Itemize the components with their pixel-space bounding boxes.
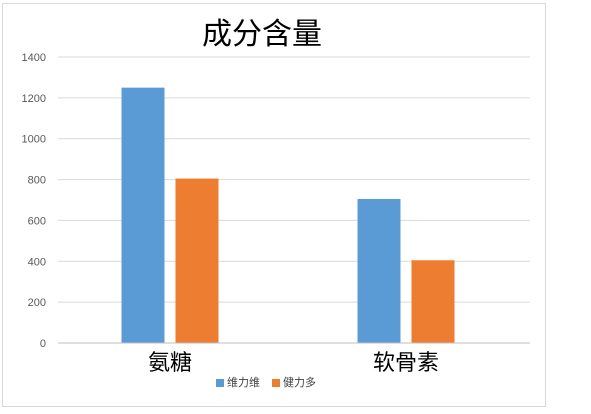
x-category-label: 氨糖 xyxy=(148,351,192,376)
y-axis-ticks: 0 200 400 600 800 1000 1200 1400 xyxy=(22,52,46,350)
bar-0-1 xyxy=(175,178,219,343)
y-tick-label: 0 xyxy=(40,338,46,350)
bar-0-0 xyxy=(121,87,165,344)
bar-1-0 xyxy=(357,198,401,343)
y-tick-label: 400 xyxy=(28,256,46,268)
bar-1-1 xyxy=(411,260,455,343)
bars xyxy=(121,87,455,344)
legend-label: 维力维 xyxy=(227,376,260,389)
y-tick-label: 600 xyxy=(28,215,46,227)
x-axis-categories: 氨糖 软骨素 xyxy=(148,351,439,376)
legend-swatch xyxy=(216,379,224,387)
y-tick-label: 1400 xyxy=(22,52,46,64)
legend-swatch xyxy=(272,379,280,387)
chart-title: 成分含量 xyxy=(202,17,322,52)
legend: 维力维 健力多 xyxy=(216,375,316,389)
y-tick-label: 200 xyxy=(28,297,46,309)
y-tick-label: 1000 xyxy=(22,134,46,146)
legend-label: 健力多 xyxy=(283,375,316,389)
y-tick-label: 1200 xyxy=(22,93,46,105)
x-category-label: 软骨素 xyxy=(373,351,439,376)
chart-frame xyxy=(2,3,546,407)
y-tick-label: 800 xyxy=(28,175,46,187)
